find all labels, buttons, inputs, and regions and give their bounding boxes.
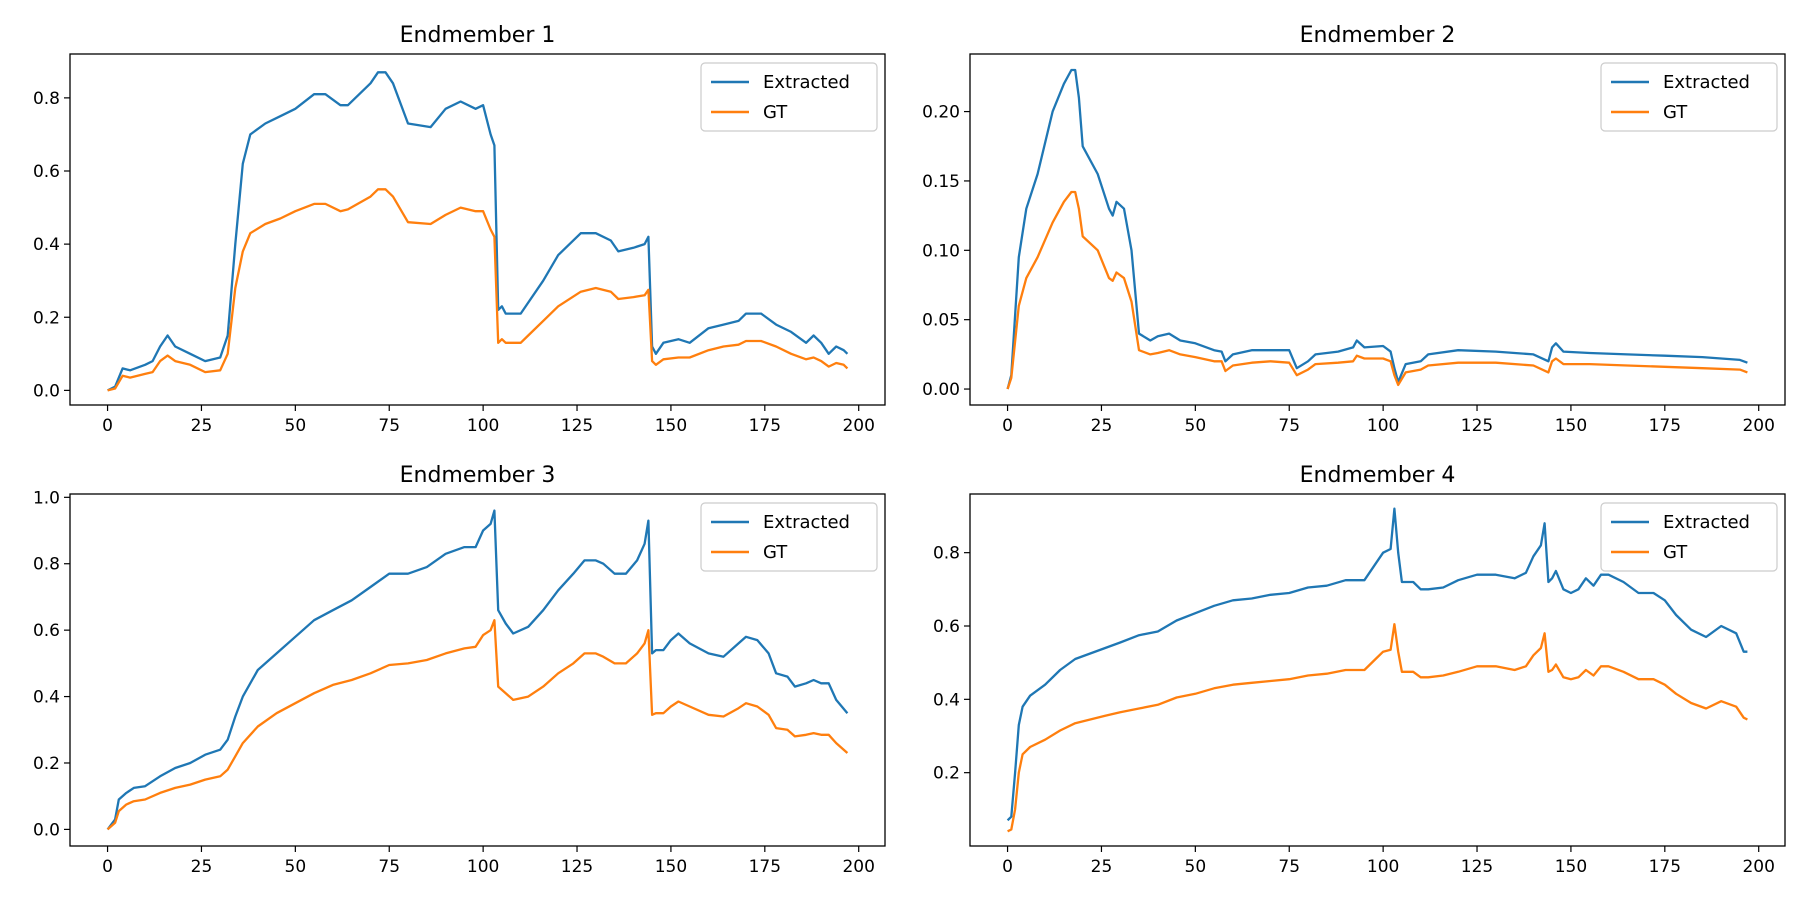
legend-box xyxy=(1600,62,1778,132)
y-tick-label: 0.4 xyxy=(33,235,60,255)
y-tick-label: 0.4 xyxy=(33,688,60,708)
x-tick-label: 0 xyxy=(102,416,113,436)
axes-frame xyxy=(69,493,886,847)
series-line-extracted xyxy=(1006,68,1748,390)
x-tick-label: 125 xyxy=(1461,857,1493,877)
y-tick-label: 0.8 xyxy=(933,544,960,564)
x-tick-label: 175 xyxy=(749,857,781,877)
legend-label: GT xyxy=(763,102,788,123)
legend-box xyxy=(700,62,878,132)
legend-label: Extracted xyxy=(763,72,850,93)
x-tick-label: 0 xyxy=(1002,416,1013,436)
x-tick-label: 200 xyxy=(842,857,874,877)
x-tick-label: 200 xyxy=(1742,416,1774,436)
x-tick-label: 50 xyxy=(1185,857,1207,877)
legend-label: GT xyxy=(763,542,788,563)
legend-label: Extracted xyxy=(1663,512,1750,533)
series-line-extracted xyxy=(106,509,849,831)
x-tick-label: 25 xyxy=(1091,857,1113,877)
x-tick-label: 25 xyxy=(191,857,213,877)
x-tick-label: 150 xyxy=(1555,857,1587,877)
legend-label: GT xyxy=(1663,102,1688,123)
y-tick-label: 0.4 xyxy=(933,690,960,710)
x-tick-label: 200 xyxy=(1742,857,1774,877)
chart-title: Endmember 4 xyxy=(1300,463,1456,488)
x-tick-label: 150 xyxy=(655,416,687,436)
legend-label: GT xyxy=(1663,542,1688,563)
x-tick-label: 125 xyxy=(1461,416,1493,436)
x-tick-label: 75 xyxy=(1278,416,1300,436)
chart-title: Endmember 2 xyxy=(1300,23,1456,48)
series-line-extracted xyxy=(107,71,849,392)
y-tick-label: 0.8 xyxy=(33,89,60,109)
x-tick-label: 100 xyxy=(467,416,499,436)
x-tick-label: 75 xyxy=(1278,857,1300,877)
legend-label: Extracted xyxy=(1663,72,1750,93)
axes-frame xyxy=(969,493,1786,847)
y-tick-label: 0.0 xyxy=(33,820,60,840)
y-tick-label: 0.2 xyxy=(933,764,960,784)
x-tick-label: 175 xyxy=(1649,416,1681,436)
y-tick-label: 0.2 xyxy=(33,308,60,328)
chart-panel-2: Endmember 2 0 25 50 75 100 125 150 175 200 0.00 0.0… xyxy=(922,23,1786,436)
y-tick-label: 0.2 xyxy=(33,754,60,774)
legend-label: Extracted xyxy=(763,512,850,533)
chart-title: Endmember 3 xyxy=(400,463,556,488)
x-tick-label: 25 xyxy=(191,416,213,436)
x-tick-label: 100 xyxy=(1367,416,1399,436)
x-tick-label: 175 xyxy=(1649,857,1681,877)
y-tick-label: 0.6 xyxy=(933,617,960,637)
legend-box xyxy=(700,502,878,572)
x-tick-label: 50 xyxy=(285,416,307,436)
x-tick-label: 175 xyxy=(749,416,781,436)
series-line-gt xyxy=(1006,190,1748,390)
x-tick-label: 200 xyxy=(842,416,874,436)
x-tick-label: 125 xyxy=(561,857,593,877)
legend: Extracted GT xyxy=(700,62,878,132)
chart-title: Endmember 1 xyxy=(400,23,556,48)
y-tick-label: 0.15 xyxy=(922,172,960,192)
y-tick-label: 0.20 xyxy=(922,103,960,123)
y-tick-label: 1.0 xyxy=(33,488,60,508)
chart-panel-4: Endmember 4 0 25 50 75 100 125 150 175 200 0.2 0.4 0… xyxy=(933,463,1786,877)
x-tick-label: 150 xyxy=(655,857,687,877)
y-tick-label: 0.0 xyxy=(33,381,60,401)
y-tick-label: 0.8 xyxy=(33,555,60,575)
series-line-extracted xyxy=(1006,507,1748,822)
x-tick-label: 50 xyxy=(285,857,307,877)
chart-panel-3: Endmember 3 0 25 50 75 100 125 150 175 200 0.0 0.2 0… xyxy=(33,463,886,877)
y-tick-label: 0.10 xyxy=(922,241,960,261)
x-tick-label: 100 xyxy=(1367,857,1399,877)
y-tick-label: 0.00 xyxy=(922,380,960,400)
x-tick-label: 50 xyxy=(1185,416,1207,436)
y-tick-label: 0.6 xyxy=(33,162,60,182)
axes-frame xyxy=(69,53,886,406)
x-tick-label: 125 xyxy=(561,416,593,436)
chart-panel-1: Endmember 1 0 25 50 75 100 125 150 175 200 0.0 0.2 0… xyxy=(33,23,886,436)
legend: Extracted GT xyxy=(1600,62,1778,132)
x-tick-label: 0 xyxy=(102,857,113,877)
axes-frame xyxy=(969,53,1786,406)
x-tick-label: 0 xyxy=(1002,857,1013,877)
y-tick-label: 0.6 xyxy=(33,621,60,641)
x-tick-label: 75 xyxy=(378,857,400,877)
legend: Extracted GT xyxy=(1600,502,1778,572)
legend-box xyxy=(1600,502,1778,572)
series-line-gt xyxy=(106,619,849,831)
series-line-gt xyxy=(107,188,849,392)
x-tick-label: 150 xyxy=(1555,416,1587,436)
series-line-gt xyxy=(1007,623,1748,833)
x-tick-label: 25 xyxy=(1091,416,1113,436)
legend: Extracted GT xyxy=(700,502,878,572)
x-tick-label: 75 xyxy=(378,416,400,436)
x-tick-label: 100 xyxy=(467,857,499,877)
y-tick-label: 0.05 xyxy=(922,311,960,331)
